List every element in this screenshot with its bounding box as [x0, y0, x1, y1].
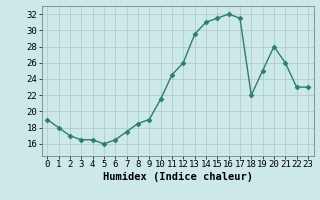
X-axis label: Humidex (Indice chaleur): Humidex (Indice chaleur): [103, 172, 252, 182]
